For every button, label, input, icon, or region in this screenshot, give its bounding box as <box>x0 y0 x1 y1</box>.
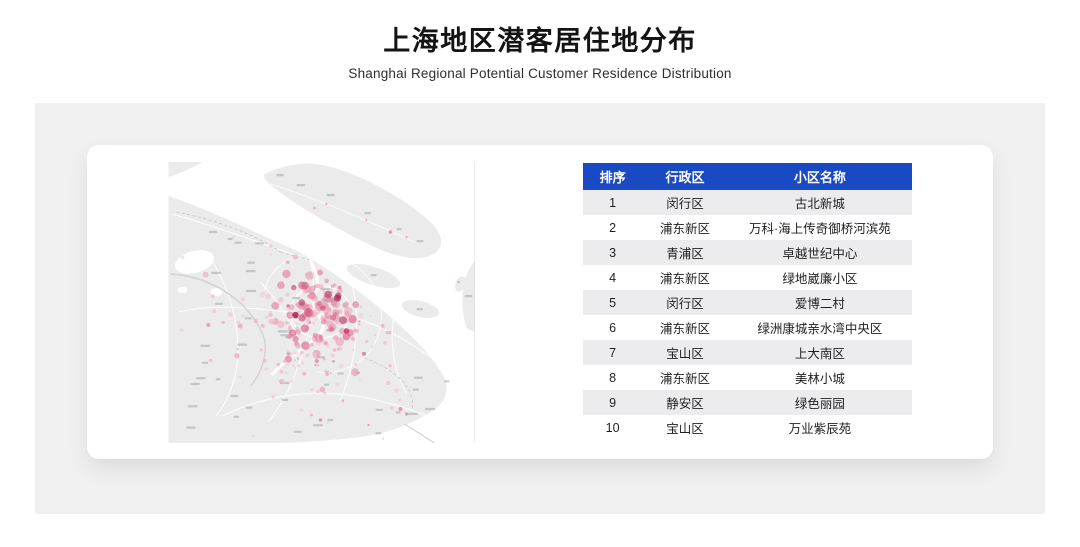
community-cell: 万业紫辰苑 <box>788 422 852 436</box>
report-header: 上海地区潜客居住地分布 Shanghai Regional Potential … <box>0 0 1080 81</box>
table-row: 10 宝山区 万业紫辰苑 <box>583 415 912 440</box>
district-cell: 浦东新区 <box>659 322 710 336</box>
community-cell: 美林小城 <box>794 372 845 386</box>
content-card: 排序 行政区 小区名称 1 闵行区 古北新城 2 浦东新区 万科·海上传奇御桥河滨苑 3 青浦区卓… <box>87 145 993 459</box>
map-lake-small-2 <box>177 287 188 293</box>
community-cell: 绿地崴廉小区 <box>782 272 858 286</box>
ranking-table: 排序 行政区 小区名称 1 闵行区 古北新城 2 浦东新区 万科·海上传奇御桥河滨苑 3 青浦区卓… <box>583 163 912 440</box>
map-highway <box>170 273 266 387</box>
table-header-row: 排序 行政区 小区名称 <box>583 163 912 190</box>
map-dianshan-lake <box>174 250 215 274</box>
table-row: 9 静安区 绿色丽园 <box>583 390 912 415</box>
ranking-table-wrap: 排序 行政区 小区名称 1 闵行区 古北新城 2 浦东新区 万科·海上传奇御桥河滨苑 3 青浦区卓… <box>583 163 912 440</box>
page-subtitle: Shanghai Regional Potential Customer Res… <box>348 65 732 81</box>
map-north-bank <box>168 162 203 177</box>
rank-cell: 2 <box>609 220 617 235</box>
table-row: 2 浦东新区 万科·海上传奇御桥河滨苑 <box>583 215 912 240</box>
district-cell: 浦东新区 <box>659 272 710 286</box>
table-row: 7 宝山区 上大南区 <box>583 340 912 365</box>
community-cell: 上大南区 <box>727 340 912 365</box>
district-cell: 宝山区 <box>642 340 728 365</box>
column-header-rank: 排序 <box>583 163 643 190</box>
map-place-labels <box>186 174 473 435</box>
rank-cell: 3 <box>583 240 643 265</box>
district-cell: 浦东新区 <box>659 372 710 386</box>
rank-cell: 10 <box>605 420 620 435</box>
table-row: 6 浦东新区 绿洲康城亲水湾中央区 <box>583 315 912 340</box>
page-title: 上海地区潜客居住地分布 <box>383 26 697 56</box>
community-cell: 卓越世纪中心 <box>727 240 912 265</box>
map-islet <box>455 276 466 292</box>
map-donghai-bridge <box>404 423 435 443</box>
district-cell: 浦东新区 <box>659 222 710 236</box>
community-cell: 绿洲康城亲水湾中央区 <box>757 322 883 336</box>
rank-cell: 7 <box>583 340 643 365</box>
district-cell: 宝山区 <box>666 422 704 436</box>
content-panel: 排序 行政区 小区名称 1 闵行区 古北新城 2 浦东新区 万科·海上传奇御桥河滨苑 3 青浦区卓… <box>35 103 1045 514</box>
rank-cell: 6 <box>609 320 617 335</box>
rank-cell: 1 <box>583 190 643 215</box>
table-row: 8 浦东新区 美林小城 <box>583 365 912 390</box>
table-row: 3 青浦区 卓越世纪中心 <box>583 240 912 265</box>
district-cell: 闵行区 <box>642 290 728 315</box>
table-row: 4 浦东新区 绿地崴廉小区 <box>583 265 912 290</box>
map-lake-small-1 <box>210 288 223 296</box>
column-header-community: 小区名称 <box>727 163 912 190</box>
rank-cell: 9 <box>583 390 643 415</box>
shanghai-density-map <box>168 162 475 443</box>
map-chongming-island <box>263 163 442 259</box>
rank-cell: 8 <box>609 370 617 385</box>
column-header-district: 行政区 <box>642 163 728 190</box>
rank-cell: 5 <box>583 290 643 315</box>
district-cell: 闵行区 <box>642 190 728 215</box>
rank-cell: 4 <box>609 270 617 285</box>
map-canvas <box>168 162 475 443</box>
map-mainland <box>168 196 447 443</box>
table-row: 1 闵行区 古北新城 <box>583 190 912 215</box>
customer-density-dots <box>179 202 460 440</box>
community-cell: 古北新城 <box>727 190 912 215</box>
district-cell: 青浦区 <box>642 240 728 265</box>
district-cell: 静安区 <box>642 390 728 415</box>
community-cell: 爱博二村 <box>727 290 912 315</box>
community-cell: 万科·海上传奇御桥河滨苑 <box>749 222 891 236</box>
community-cell: 绿色丽园 <box>727 390 912 415</box>
table-row: 5 闵行区 爱博二村 <box>583 290 912 315</box>
